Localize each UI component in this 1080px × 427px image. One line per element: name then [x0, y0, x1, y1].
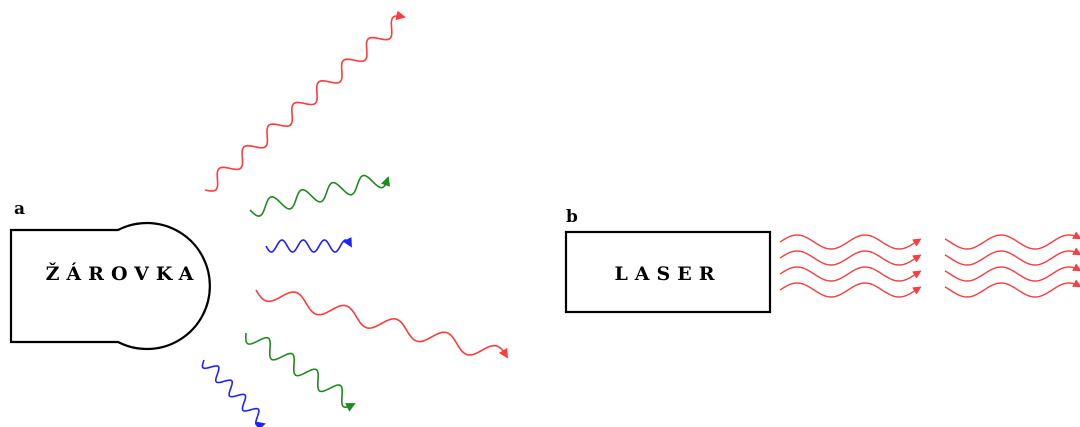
blue-light-ray	[265, 236, 352, 253]
coherent-wave	[944, 247, 1080, 266]
coherent-wave	[944, 279, 1080, 298]
coherent-wave	[944, 263, 1080, 282]
coherent-wave	[779, 266, 922, 282]
laser-box	[564, 230, 772, 314]
coherent-wave	[779, 250, 922, 266]
red-light-ray	[204, 10, 406, 192]
coherent-wave	[779, 282, 922, 298]
laser-waves	[779, 231, 1080, 298]
panel-a-label: a	[14, 199, 25, 219]
red-light-ray	[255, 289, 508, 359]
blue-light-ray	[201, 359, 266, 427]
bulb-rays	[201, 10, 508, 427]
green-light-ray	[244, 332, 356, 412]
laser-label: LASER	[614, 263, 721, 285]
green-light-ray	[249, 174, 391, 217]
panel-b-label: b	[566, 207, 578, 227]
bulb-label: ŽÁROVKA	[46, 262, 201, 285]
coherent-wave	[944, 231, 1080, 250]
bulb-icon	[9, 221, 211, 351]
coherent-wave	[779, 234, 922, 250]
